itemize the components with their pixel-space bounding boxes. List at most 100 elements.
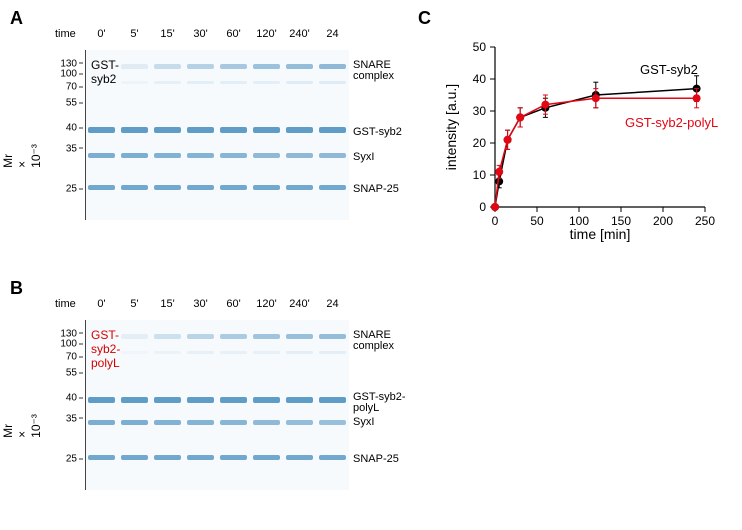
time-point: 60': [217, 28, 250, 40]
gel-band: [319, 455, 346, 460]
gel-band: [121, 351, 148, 354]
time-point: 15': [151, 28, 184, 40]
gel-band: [319, 127, 346, 133]
gel-band: [286, 351, 313, 354]
series-marker: [516, 113, 524, 121]
gel-band: [253, 64, 280, 69]
gel-band: [253, 397, 280, 403]
gel-band: [253, 334, 280, 339]
time-point: 0': [85, 28, 118, 40]
gel-band: [220, 64, 247, 69]
gel-band: [286, 81, 313, 84]
x-tick-label: 0: [492, 214, 499, 228]
gel-band: [319, 351, 346, 354]
y-tick-label: 20: [473, 136, 487, 150]
gel-band: [253, 351, 280, 354]
gel-band: [220, 397, 247, 403]
band-label: SyxI: [353, 416, 374, 428]
series-marker: [495, 168, 503, 176]
y-tick-label: 40: [473, 72, 487, 86]
gel-band: [220, 351, 247, 354]
mw-ticks: 1301007055403525: [30, 320, 83, 490]
gel-band: [154, 127, 181, 133]
gel-band: [220, 127, 247, 133]
series-marker: [541, 101, 549, 109]
gel-band: [154, 334, 181, 339]
series-label: GST-syb2-polyL: [625, 115, 718, 130]
gel-band: [154, 420, 181, 425]
gel-band: [121, 153, 148, 158]
gel-band: [88, 127, 115, 133]
gel-band: [187, 334, 214, 339]
gel-band: [187, 127, 214, 133]
gel-band: [187, 153, 214, 158]
panel-label-a: A: [10, 8, 23, 29]
x-axis-label: time [min]: [570, 226, 631, 242]
gel-band: [319, 81, 346, 84]
gel-band: [286, 334, 313, 339]
time-point: 15': [151, 298, 184, 310]
panel-label-c: C: [418, 8, 431, 29]
gel-band: [121, 64, 148, 69]
time-point: 30': [184, 28, 217, 40]
mw-axis-label: Mr × 10⁻³: [1, 414, 43, 438]
time-point: 24: [316, 298, 349, 310]
y-axis-label: intensity [a.u.]: [443, 84, 459, 170]
series-marker: [592, 94, 600, 102]
gel-band: [88, 185, 115, 190]
band-label: GST-syb2: [353, 126, 402, 138]
band-label: SyxI: [353, 151, 374, 163]
mw-tick: 35: [66, 413, 83, 424]
gel-band: [253, 81, 280, 84]
gel-band: [121, 185, 148, 190]
gel-band: [319, 64, 346, 69]
time-point: 24: [316, 28, 349, 40]
mw-tick: 25: [66, 454, 83, 465]
series-marker: [504, 136, 512, 144]
gel-band: [286, 153, 313, 158]
time-point: 120': [250, 28, 283, 40]
x-tick-label: 250: [695, 214, 715, 228]
band-label: polyL: [353, 402, 379, 414]
gel-band: [253, 420, 280, 425]
gel-band: [319, 153, 346, 158]
gel-band: [88, 397, 115, 403]
time-point: 120': [250, 298, 283, 310]
gel-band: [286, 185, 313, 190]
gel-band: [121, 397, 148, 403]
gel-band: [220, 334, 247, 339]
gel-band: [220, 185, 247, 190]
time-point: 0': [85, 298, 118, 310]
gel-band: [253, 455, 280, 460]
time-header: time: [55, 28, 85, 40]
gel-band: [154, 185, 181, 190]
gel-band: [154, 455, 181, 460]
mw-tick: 55: [66, 367, 83, 378]
mw-tick: 70: [66, 352, 83, 363]
y-tick-label: 30: [473, 104, 487, 118]
mw-tick: 70: [66, 82, 83, 93]
gel-band: [253, 153, 280, 158]
y-tick-label: 0: [479, 200, 486, 214]
gel-band: [154, 81, 181, 84]
time-point: 5': [118, 298, 151, 310]
band-label: complex: [353, 70, 394, 82]
gel-time-row: time0'5'15'30'60'120'240'24: [55, 298, 349, 310]
mw-tick: 25: [66, 184, 83, 195]
gel-band: [88, 153, 115, 158]
y-tick-label: 10: [473, 168, 487, 182]
gel-band: [121, 420, 148, 425]
gel-band: [286, 397, 313, 403]
time-point: 240': [283, 298, 316, 310]
gel-band: [286, 64, 313, 69]
panel-label-b: B: [10, 278, 23, 299]
gel-band: [187, 81, 214, 84]
gel-band: [319, 420, 346, 425]
gel-band: [220, 153, 247, 158]
time-point: 60': [217, 298, 250, 310]
gel-band: [286, 455, 313, 460]
mw-tick: 35: [66, 143, 83, 154]
gel-band: [154, 351, 181, 354]
x-tick-label: 200: [653, 214, 673, 228]
gel-band: [88, 455, 115, 460]
